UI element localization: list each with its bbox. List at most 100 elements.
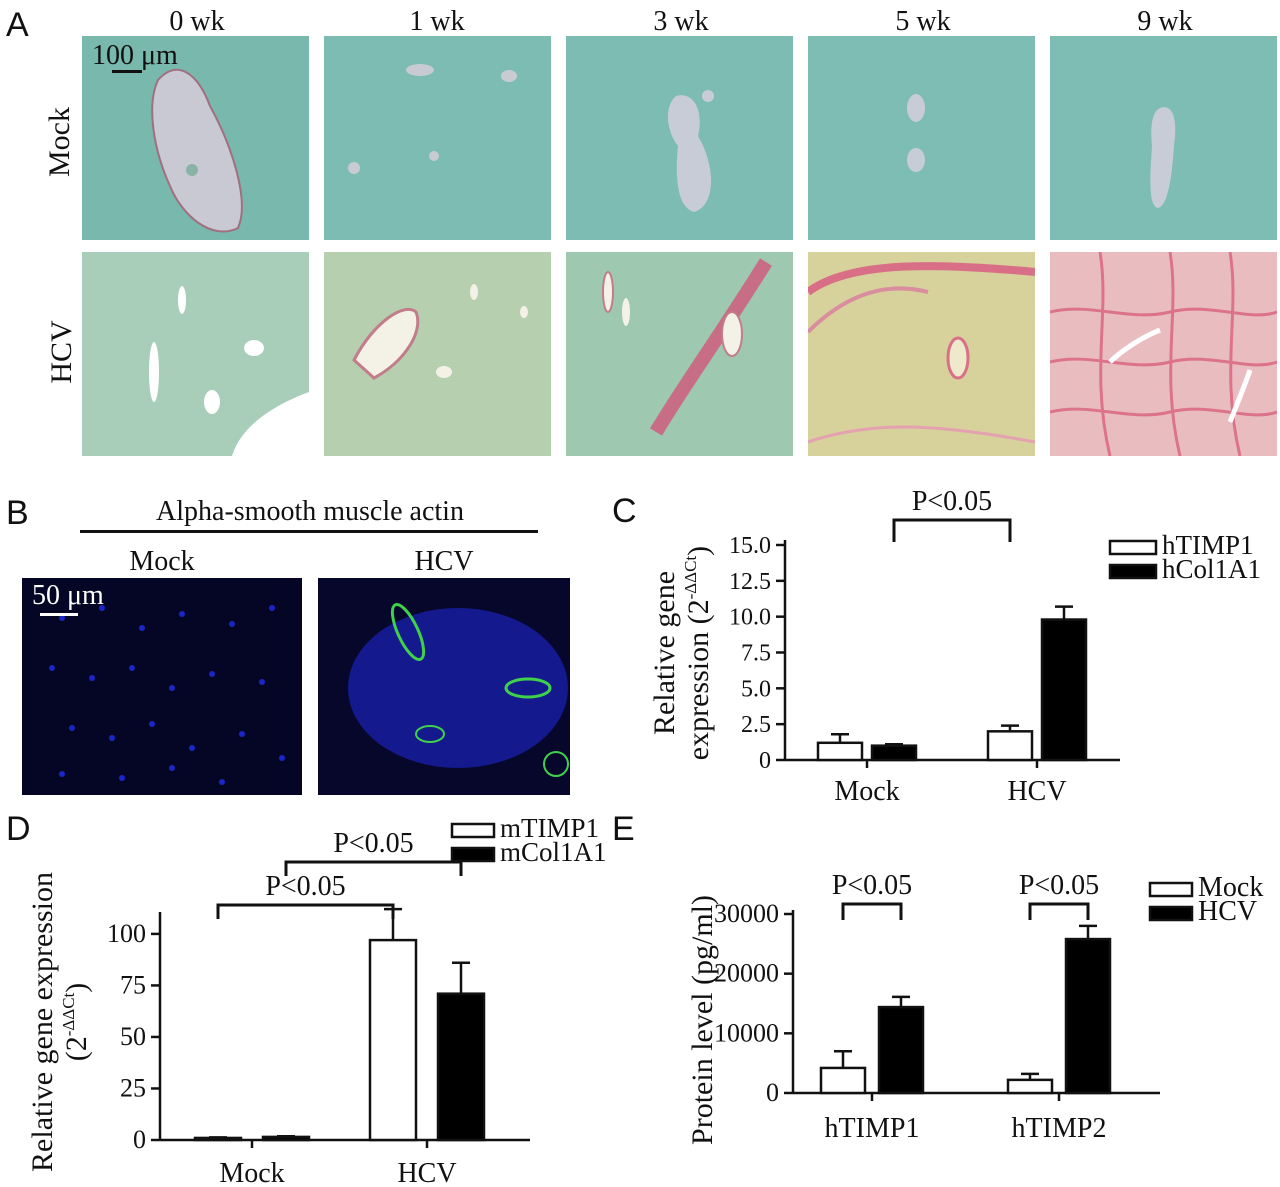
- histology-mock-9wk: [1050, 36, 1277, 240]
- bar-mTIMP1-HCV: [368, 938, 418, 1142]
- bar-mCol1A1-HCV: [436, 992, 486, 1142]
- y-tick-label: 5.0: [741, 676, 771, 702]
- y-tick-label: 0: [133, 1125, 146, 1154]
- bar-HCV-hTIMP1: [877, 1005, 925, 1095]
- bar-hCol1A1-HCV: [1040, 618, 1088, 762]
- significance-bracket: [892, 518, 1012, 542]
- bar-HCV-hTIMP2: [1064, 937, 1112, 1095]
- panel-b-group-hcv: HCV: [414, 546, 474, 577]
- y-axis-title: Protein level (pg/ml): [686, 895, 719, 1145]
- y-axis-title-line2: expression (2-ΔΔCt): [681, 546, 715, 760]
- x-tick-label: hTIMP1: [825, 1113, 920, 1144]
- row-label-hcv: HCV: [45, 320, 78, 384]
- y-tick-label: 0: [759, 748, 771, 774]
- legend-swatch: [1108, 539, 1158, 556]
- legend-swatch: [1148, 905, 1194, 922]
- y-tick-label: 15.0: [729, 533, 771, 559]
- y-axis-title-line2: (2-ΔΔCt): [59, 983, 93, 1062]
- significance-label: P<0.05: [912, 490, 992, 517]
- legend-swatch: [450, 846, 496, 863]
- x-tick-label: Mock: [219, 1158, 284, 1187]
- significance-label: P<0.05: [1019, 870, 1099, 901]
- histology-hcv-3wk: [566, 252, 793, 456]
- x-tick-label: Mock: [834, 776, 899, 807]
- x-tick-label: HCV: [397, 1158, 456, 1187]
- panel-d-letter: D: [6, 810, 31, 848]
- legend-swatch: [1148, 881, 1194, 898]
- x-tick-label: hTIMP2: [1012, 1113, 1107, 1144]
- x-tick-label: HCV: [1007, 776, 1066, 807]
- histology-hcv-0wk: [82, 252, 309, 456]
- panel-b-title: Alpha-smooth muscle actin: [156, 496, 464, 527]
- y-tick-label: 7.5: [741, 641, 771, 667]
- y-axis-title-superscript: -ΔΔCt: [59, 992, 78, 1036]
- bar-Mock-hTIMP1: [819, 1066, 867, 1095]
- significance-label: P<0.05: [333, 828, 413, 859]
- row-label-mock: Mock: [43, 107, 76, 177]
- bar-mCol1A1-Mock: [261, 1135, 311, 1142]
- significance-bracket: [841, 902, 903, 920]
- column-label-3wk: 3 wk: [653, 6, 709, 37]
- y-tick-label: 20000: [714, 959, 779, 988]
- panel-b-scale-bar: [40, 613, 78, 616]
- y-tick-label: 50: [120, 1022, 146, 1051]
- y-tick-label: 10000: [714, 1018, 779, 1047]
- column-label-5wk: 5 wk: [895, 6, 951, 37]
- column-label-9wk: 9 wk: [1137, 6, 1193, 37]
- panel-b-group-mock: Mock: [129, 546, 195, 577]
- column-label-0wk: 0 wk: [169, 6, 225, 37]
- histology-mock-5wk: [808, 36, 1035, 240]
- y-axis-title-text: (2: [60, 1036, 93, 1061]
- legend-swatch: [1108, 563, 1158, 580]
- bar-mTIMP1-Mock: [193, 1136, 243, 1142]
- legend-label: HCV: [1198, 896, 1257, 927]
- panel-b-letter: B: [6, 494, 29, 532]
- legend-label: hTIMP1: [1162, 530, 1254, 560]
- y-axis-title-close: ): [682, 546, 715, 556]
- legend-label: Mock: [1198, 872, 1263, 903]
- bar-hCol1A1-Mock: [870, 744, 918, 762]
- significance-bracket: [1028, 902, 1090, 920]
- y-tick-label: 30000: [714, 899, 779, 928]
- y-tick-label: 100: [107, 919, 146, 948]
- histology-mock-1wk: [324, 36, 551, 240]
- panel-b-scale-label: 50 μm: [32, 580, 104, 611]
- chart-c: 0 2.5 5.0 7.5 10.0 12.5 15.0 Mock HCV hTIMP1hCol1…: [648, 490, 1261, 807]
- y-axis-title-superscript: -ΔΔCt: [681, 556, 700, 600]
- y-tick-label: 75: [120, 970, 146, 999]
- significance-label: P<0.05: [832, 870, 912, 901]
- legend-label: mCol1A1: [500, 837, 607, 867]
- bar-Mock-hTIMP2: [1006, 1078, 1054, 1095]
- significance-bracket: [216, 903, 395, 919]
- panel-a-letter: A: [6, 6, 29, 44]
- fluorescence-hcv: [318, 578, 570, 795]
- significance-label: P<0.05: [265, 871, 345, 902]
- bar-hTIMP1-HCV: [986, 730, 1034, 762]
- panel-b-title-bar: [80, 530, 538, 533]
- panel-a-scale-bar: [112, 70, 142, 73]
- bar-hTIMP1-Mock: [816, 741, 864, 762]
- panel-a-scale-label: 100 μm: [92, 40, 178, 71]
- histology-hcv-9wk: [1050, 252, 1277, 456]
- y-axis-title-line1: Relative gene: [648, 571, 681, 735]
- y-axis-title-text: expression (2: [682, 599, 715, 760]
- y-tick-label: 2.5: [741, 712, 771, 738]
- panel-c-letter: C: [612, 492, 637, 530]
- y-axis-title-line1: Relative gene expression: [26, 872, 59, 1172]
- histology-mock-0wk: [82, 36, 309, 240]
- legend-swatch: [450, 822, 496, 839]
- column-label-1wk: 1 wk: [409, 6, 465, 37]
- y-tick-label: 0: [766, 1078, 779, 1107]
- y-tick-label: 25: [120, 1073, 146, 1102]
- legend-label: mTIMP1: [500, 813, 599, 843]
- panel-e-letter: E: [612, 810, 635, 848]
- significance-bracket: [284, 860, 463, 876]
- histology-hcv-1wk: [324, 252, 551, 456]
- y-tick-label: 12.5: [729, 569, 771, 595]
- y-tick-label: 10.0: [729, 605, 771, 631]
- histology-hcv-5wk: [808, 252, 1035, 456]
- legend-label: hCol1A1: [1162, 554, 1261, 584]
- y-axis-title-close: ): [60, 983, 93, 993]
